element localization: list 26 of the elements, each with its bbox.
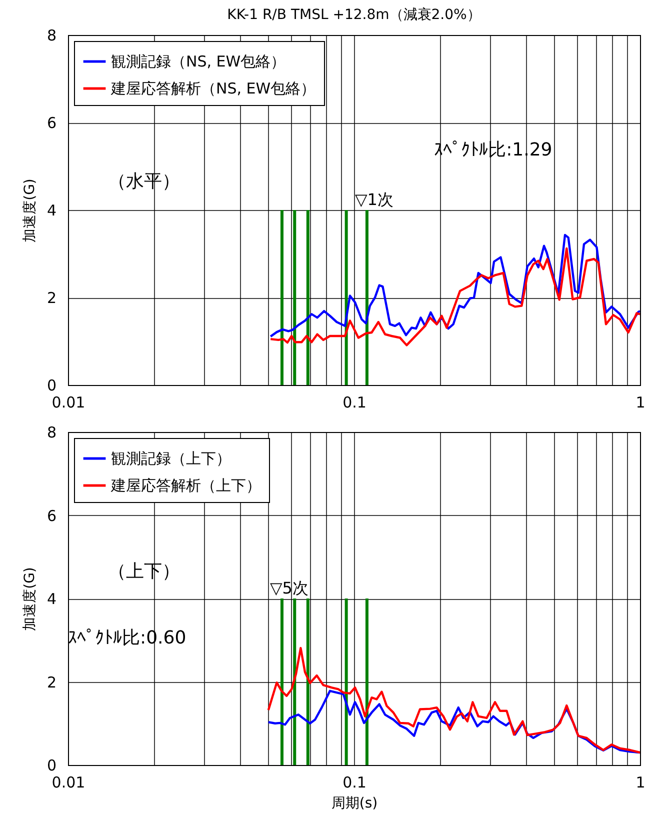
x-tick-label: 0.01 (52, 394, 86, 412)
y-tick-label: 0 (46, 756, 56, 774)
legend-label: 建屋応答解析（NS, EW包絡） (110, 80, 316, 98)
y-tick-label: 8 (46, 26, 56, 44)
y-tick-label: 4 (46, 590, 56, 608)
y-tick-label: 0 (46, 376, 56, 394)
legend-label: 建屋応答解析（上下） (110, 476, 261, 494)
y-tick-label: 4 (46, 202, 56, 220)
y-tick-label: 2 (46, 673, 56, 692)
x-axis-title: 周期(s) (331, 796, 378, 812)
y-axis-title: 加速度(G) (22, 178, 38, 242)
legend-label: 観測記録（上下） (111, 450, 231, 468)
x-tick-label: 0.1 (342, 774, 366, 792)
x-tick-label: 1 (636, 394, 646, 412)
y-tick-label: 6 (46, 114, 56, 132)
x-tick-label: 1 (636, 774, 646, 792)
y-tick-label: 8 (46, 424, 56, 442)
legend-label: 観測記録（NS, EW包絡） (111, 52, 286, 70)
y-tick-label: 6 (46, 506, 56, 525)
x-tick-label: 0.1 (342, 394, 366, 412)
annotation: ▽5次 (270, 578, 308, 598)
annotation: ▽1次 (354, 190, 394, 209)
y-axis-title: 加速度(G) (22, 567, 38, 631)
x-tick-label: 0.01 (52, 774, 86, 792)
y-tick-label: 2 (46, 289, 56, 307)
chart-title: KK-1 R/B TMSL +12.8m（減衰2.0%） (227, 7, 481, 23)
